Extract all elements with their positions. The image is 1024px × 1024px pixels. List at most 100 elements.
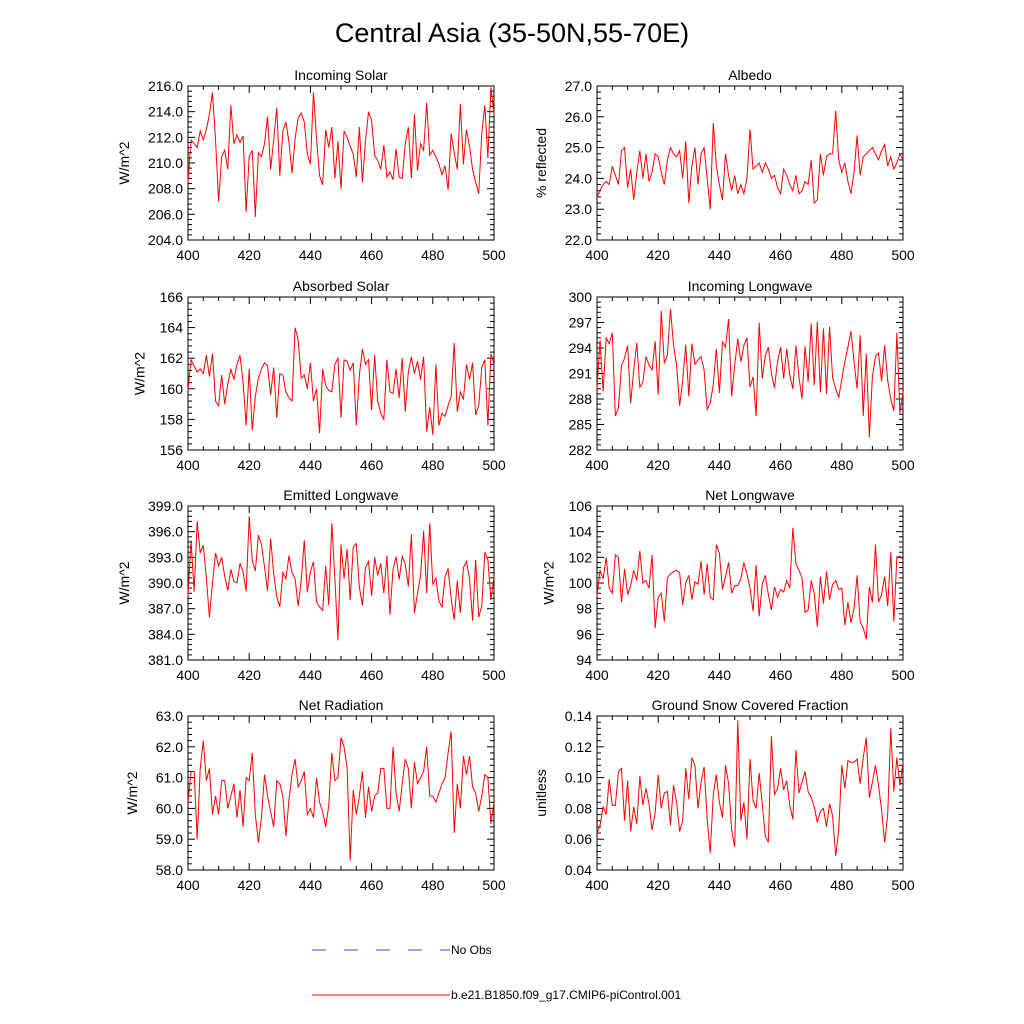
figure-title: Central Asia (35-50N,55-70E) <box>335 18 689 48</box>
x-tick-label: 420 <box>647 247 671 263</box>
plot-frame <box>596 85 904 241</box>
x-tick-label: 460 <box>360 247 384 263</box>
x-tick-label: 400 <box>176 877 200 893</box>
y-tick-label: 0.10 <box>565 770 592 786</box>
x-tick-label: 480 <box>830 667 854 683</box>
panel-incoming-solar: Incoming Solar 400 420 440 460 480 500 204.0 206… <box>116 67 506 263</box>
series-line-b-e21-b1850-f09-g17-cmip6-picontrol-001 <box>187 87 495 217</box>
y-tick-label: 0.08 <box>565 800 592 816</box>
panel-title: Ground Snow Covered Fraction <box>652 697 849 713</box>
y-tick-label: 162 <box>160 350 184 366</box>
y-tick-label: 208.0 <box>148 181 183 197</box>
y-tick-label: 0.04 <box>565 862 592 878</box>
series-line-b-e21-b1850-f09-g17-cmip6-picontrol-001 <box>596 720 904 857</box>
y-tick-label: 58.0 <box>156 862 183 878</box>
y-tick-label: 61.0 <box>156 770 183 786</box>
y-tick-label: 204.0 <box>148 232 183 248</box>
legend-no-obs-label: No Obs <box>451 943 492 957</box>
y-axis-label: unitless <box>533 769 549 816</box>
y-tick-label: 288 <box>569 391 593 407</box>
y-axis-label: % reflected <box>533 128 549 198</box>
y-axis-label: W/m^2 <box>116 561 132 604</box>
y-tick-label: 24.0 <box>565 170 592 186</box>
x-tick-label: 400 <box>585 877 609 893</box>
x-tick-label: 460 <box>360 457 384 473</box>
x-tick-label: 480 <box>830 457 854 473</box>
y-tick-label: 210.0 <box>148 155 183 171</box>
y-tick-label: 399.0 <box>148 498 183 514</box>
plot-frame <box>187 296 495 451</box>
panel-title: Absorbed Solar <box>293 278 390 294</box>
plot-frame <box>596 715 904 871</box>
legend-model-label: b.e21.B1850.f09_g17.CMIP6-piControl.001 <box>451 988 681 1002</box>
y-tick-label: 25.0 <box>565 140 592 156</box>
y-tick-label: 164 <box>160 320 184 336</box>
x-tick-label: 500 <box>891 457 915 473</box>
panel-net-longwave: Net Longwave 400 420 440 460 480 500 94 96 98 100 1… <box>541 487 915 683</box>
panel-ground-snow-covered-fraction: Ground Snow Covered Fraction 400 420 440 460… <box>533 697 915 893</box>
y-tick-label: 216.0 <box>148 78 183 94</box>
x-tick-label: 400 <box>585 247 609 263</box>
y-tick-label: 396.0 <box>148 524 183 540</box>
y-tick-label: 98 <box>576 601 592 617</box>
x-tick-label: 420 <box>238 667 262 683</box>
x-tick-label: 460 <box>769 247 793 263</box>
y-tick-label: 0.14 <box>565 708 592 724</box>
x-tick-label: 500 <box>482 877 506 893</box>
x-tick-label: 400 <box>176 247 200 263</box>
x-tick-label: 460 <box>360 877 384 893</box>
y-tick-label: 60.0 <box>156 800 183 816</box>
panel-title: Net Radiation <box>299 697 384 713</box>
series-line-b-e21-b1850-f09-g17-cmip6-picontrol-001 <box>596 308 904 438</box>
series-line-b-e21-b1850-f09-g17-cmip6-picontrol-001 <box>187 327 495 435</box>
x-tick-label: 440 <box>299 457 323 473</box>
x-tick-label: 440 <box>299 877 323 893</box>
x-tick-label: 460 <box>360 667 384 683</box>
series-line-b-e21-b1850-f09-g17-cmip6-picontrol-001 <box>596 527 904 640</box>
y-tick-label: 390.0 <box>148 575 183 591</box>
y-tick-label: 158 <box>160 411 184 427</box>
panel-emitted-longwave: Emitted Longwave 400 420 440 460 480 500 381.0 3… <box>116 487 506 683</box>
x-tick-label: 400 <box>585 667 609 683</box>
x-tick-label: 420 <box>238 877 262 893</box>
x-tick-label: 480 <box>421 457 445 473</box>
x-tick-label: 480 <box>421 667 445 683</box>
x-tick-label: 400 <box>585 457 609 473</box>
y-tick-label: 214.0 <box>148 104 183 120</box>
panel-title: Albedo <box>728 67 772 83</box>
plot-frame <box>187 85 495 241</box>
y-tick-label: 212.0 <box>148 129 183 145</box>
y-tick-label: 27.0 <box>565 78 592 94</box>
y-tick-label: 166 <box>160 289 184 305</box>
y-axis-label: W/m^2 <box>116 141 132 184</box>
y-tick-label: 387.0 <box>148 601 183 617</box>
x-tick-label: 480 <box>421 877 445 893</box>
x-tick-label: 460 <box>769 667 793 683</box>
y-tick-label: 381.0 <box>148 652 183 668</box>
legend: No Obs b.e21.B1850.f09_g17.CMIP6-piContr… <box>312 943 681 1002</box>
y-tick-label: 282 <box>569 442 593 458</box>
y-tick-label: 100 <box>569 575 593 591</box>
y-tick-label: 297 <box>569 315 593 331</box>
y-tick-label: 285 <box>569 417 593 433</box>
x-tick-label: 420 <box>238 457 262 473</box>
series-line-b-e21-b1850-f09-g17-cmip6-picontrol-001 <box>596 110 904 210</box>
y-tick-label: 23.0 <box>565 201 592 217</box>
x-tick-label: 440 <box>708 457 732 473</box>
y-tick-label: 26.0 <box>565 109 592 125</box>
y-tick-label: 294 <box>569 340 593 356</box>
x-tick-label: 440 <box>299 247 323 263</box>
panel-incoming-longwave: Incoming Longwave 400 420 440 460 480 500 282 28… <box>569 278 915 473</box>
panel-title: Incoming Solar <box>294 67 388 83</box>
y-tick-label: 160 <box>160 381 184 397</box>
x-tick-label: 420 <box>647 877 671 893</box>
panel-absorbed-solar: Absorbed Solar 400 420 440 460 480 500 156 158 16… <box>132 278 506 473</box>
y-tick-label: 63.0 <box>156 708 183 724</box>
x-tick-label: 440 <box>708 877 732 893</box>
x-tick-label: 400 <box>176 667 200 683</box>
panel-title: Net Longwave <box>705 487 795 503</box>
y-tick-label: 0.06 <box>565 831 592 847</box>
x-tick-label: 460 <box>769 877 793 893</box>
y-tick-label: 59.0 <box>156 831 183 847</box>
